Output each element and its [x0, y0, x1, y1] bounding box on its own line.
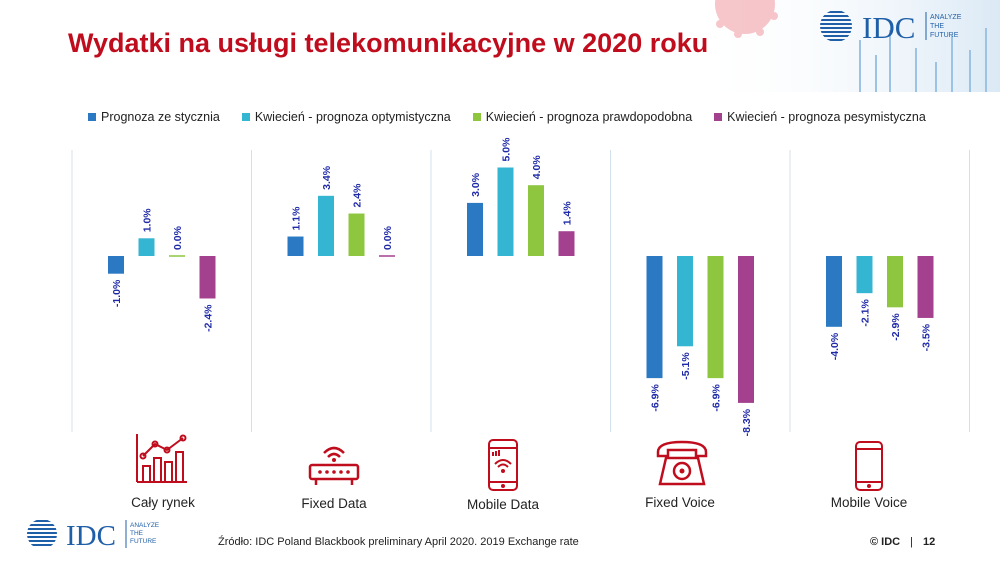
- data-label: 1.1%: [291, 206, 303, 231]
- legend-item-probable: Kwiecień - prognoza prawdopodobna: [472, 110, 693, 124]
- bar: [738, 256, 754, 403]
- router-icon: [308, 446, 360, 485]
- bar: [558, 231, 575, 256]
- data-label: -2.4%: [203, 304, 215, 332]
- bar: [917, 256, 934, 318]
- data-label: 2.4%: [352, 183, 364, 208]
- footer-separator: |: [910, 536, 913, 548]
- legend-swatch: [472, 113, 481, 121]
- bar: [318, 195, 334, 256]
- legend-label: Kwiecień - prognoza optymistyczna: [254, 110, 451, 124]
- bar: [887, 256, 903, 308]
- data-label: 3.4%: [321, 165, 333, 190]
- bar-chart-growth-icon: [136, 434, 187, 483]
- bar: [108, 256, 124, 274]
- source-note: Źródło: IDC Poland Blackbook preliminary…: [218, 536, 579, 548]
- data-label: -2.1%: [860, 299, 872, 327]
- bar: [707, 256, 724, 379]
- legend-label: Kwiecień - prognoza pesymistyczna: [727, 110, 926, 124]
- chart-legend: Prognoza ze stycznia Kwiecień - prognoza…: [88, 110, 926, 124]
- virus-decoration: [715, 0, 778, 38]
- legend-swatch: [241, 113, 250, 121]
- data-label: 3.0%: [470, 172, 482, 197]
- page-title: Wydatki na usługi telekomunikacyjne w 20…: [68, 28, 709, 58]
- legend-label: Kwiecień - prognoza prawdopodobna: [485, 110, 693, 124]
- svg-text:FUTURE: FUTURE: [930, 32, 959, 39]
- bar: [138, 238, 155, 256]
- bar: [199, 256, 216, 299]
- logo-text: IDC: [862, 10, 915, 45]
- data-label: -8.3%: [741, 408, 753, 436]
- data-label: 5.0%: [501, 137, 513, 162]
- legend-label: Prognoza ze stycznia: [101, 110, 220, 124]
- svg-text:THE: THE: [130, 530, 144, 537]
- bar: [497, 167, 514, 256]
- smartphone-icon: [855, 441, 883, 491]
- bar: [826, 256, 842, 327]
- data-label: 0.0%: [382, 225, 394, 250]
- data-label: -2.9%: [890, 313, 902, 341]
- bar: [856, 256, 873, 294]
- svg-text:ANALYZE: ANALYZE: [930, 14, 962, 21]
- globe-icon: [820, 11, 852, 41]
- legend-swatch: [88, 113, 96, 121]
- idc-logo-top: IDC ANALYZE THE FUTURE: [814, 6, 994, 51]
- legend-item-optimistic: Kwiecień - prognoza optymistyczna: [241, 110, 451, 124]
- bar: [348, 213, 365, 256]
- bar-chart: -1.0% 1.0% 0.0% -2.4% 1.1% 3.4% 2.4% 0.0% 3.0% 5.…: [71, 137, 970, 436]
- footer-right: © IDC | 12: [870, 536, 935, 548]
- svg-text:THE: THE: [930, 23, 944, 30]
- bar: [528, 185, 544, 256]
- idc-logo-bottom: IDC ANALYZE THE FUTURE: [22, 516, 182, 557]
- svg-text:ANALYZE: ANALYZE: [130, 522, 160, 529]
- data-label: -6.9%: [650, 383, 662, 411]
- legend-item-pessimistic: Kwiecień - prognoza pesymistyczna: [714, 110, 926, 124]
- legend-swatch: [714, 113, 723, 121]
- bar: [467, 202, 483, 256]
- globe-icon: [27, 520, 57, 546]
- data-label: -6.9%: [711, 383, 723, 411]
- data-label: 0.0%: [172, 225, 184, 250]
- category-label: Fixed Data: [301, 496, 367, 511]
- bar: [287, 236, 304, 256]
- data-label: 1.0%: [142, 208, 154, 233]
- page-number: 12: [922, 536, 936, 548]
- data-label: 1.4%: [562, 201, 574, 226]
- bar: [677, 256, 693, 347]
- copyright: © IDC: [870, 536, 901, 548]
- data-label: -5.1%: [680, 352, 692, 380]
- category-label: Mobile Data: [466, 497, 540, 512]
- data-label: 4.0%: [531, 155, 543, 180]
- logo-text: IDC: [66, 520, 116, 552]
- bar: [646, 256, 663, 379]
- data-label: -1.0%: [111, 279, 123, 307]
- data-label: -4.0%: [829, 332, 841, 360]
- category-label: Mobile Voice: [830, 495, 908, 510]
- category-label: Cały rynek: [131, 495, 195, 510]
- legend-item-january: Prognoza ze stycznia: [88, 110, 220, 124]
- smartphone-wifi-icon: [488, 439, 518, 491]
- category-label: Fixed Voice: [645, 495, 715, 510]
- data-label: -3.5%: [921, 323, 933, 351]
- svg-text:FUTURE: FUTURE: [130, 538, 157, 545]
- telephone-icon: [656, 440, 708, 486]
